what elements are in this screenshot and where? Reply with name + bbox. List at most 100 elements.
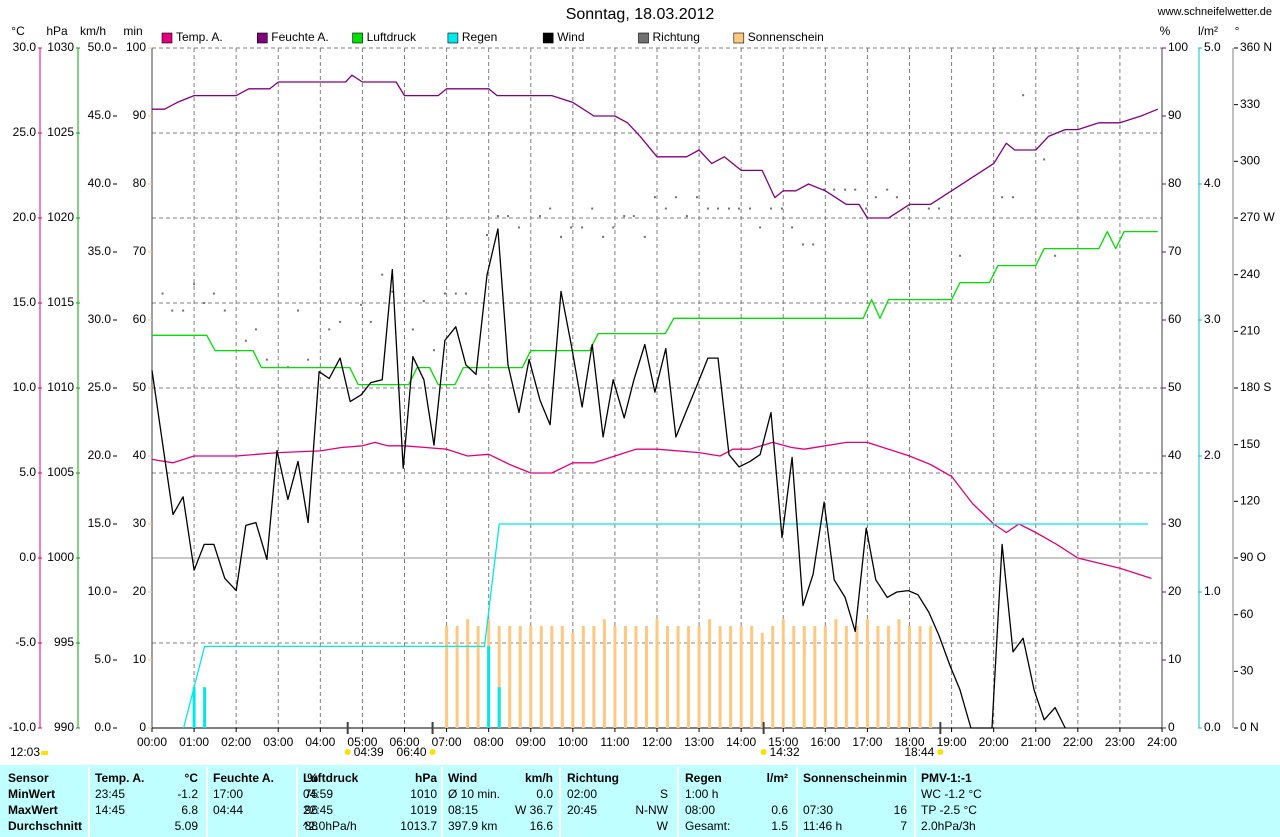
y-tick-label: 25.0 [13,125,37,139]
y-tick-label: 40.0 [88,176,112,190]
sun-bar [771,626,775,728]
axis-unit: % [1160,24,1171,38]
direction-dot [212,292,215,295]
direction-dot [959,254,961,257]
direction-dot [895,196,898,199]
table-cell: Durchschnitt [8,819,82,833]
y-tick-label: 5.0 [19,465,36,479]
table-cell: 397.9 km [448,819,497,833]
y-tick-label: -10.0 [9,720,37,734]
direction-dot [1054,254,1057,257]
direction-dot [907,207,910,210]
table-cell: Temp. A. [95,771,144,785]
y-tick-label: 995 [54,635,74,649]
y-tick-label: 20 [1168,584,1182,598]
y-tick-label: 60 [1240,607,1254,621]
sun-bar [813,626,817,728]
legend-swatch [733,32,745,44]
y-tick-label: 360 N [1240,40,1272,54]
direction-dot [591,207,594,210]
axis-unit: km/h [80,24,106,38]
y-tick-label: 0 N [1240,720,1259,734]
x-tick-label: 06:00 [389,735,419,749]
x-tick-label: 01:00 [179,735,209,749]
y-tick-label: 1020 [47,210,74,224]
y-tick-label: 80 [1168,176,1182,190]
direction-dot [454,292,457,295]
table-cell: 2.0hPa/3h [921,819,976,833]
table-cell: 04:59 [303,787,333,801]
direction-dot [485,234,488,236]
table-cell: l/m² [767,771,788,785]
direction-dot [791,226,794,229]
y-tick-label: 1025 [47,125,74,139]
table-cell: 22:45 [303,803,333,817]
sun-time: 06:40 [397,745,427,759]
y-tick-label: 20.0 [13,210,37,224]
table-cell: 23:45 [95,787,125,801]
y-tick-label: 210 [1240,324,1260,338]
current-time: 12:03 [10,745,40,759]
table-cell: 02:00 [567,787,597,801]
table-cell: Wind [448,771,477,785]
sun-bar [676,626,680,728]
direction-dot [570,226,573,229]
table-cell: 11:46 h [803,819,842,833]
x-tick-label: 14:00 [726,735,756,749]
sun-bar [802,626,806,728]
sun-icon [937,749,944,755]
axis-unit: °C [11,24,25,38]
y-tick-label: 30 [1168,516,1182,530]
table-cell: 04:44 [213,803,243,817]
y-tick-label: 4.0 [1204,176,1221,190]
table-cell: 0.6 [771,803,788,817]
y-tick-label: 90 O [1240,550,1266,564]
y-tick-label: 90 [1168,108,1182,122]
y-tick-label: 270 W [1240,210,1275,224]
sun-bar [697,626,701,728]
y-tick-label: 0 [1168,720,1175,734]
x-tick-label: 21:00 [1021,735,1051,749]
table-cell: 1:00 h [685,787,718,801]
table-cell: ^2.0hPa/h [303,819,357,833]
rain-bar [192,687,196,728]
y-tick-label: 45.0 [88,108,112,122]
sun-bar [876,626,880,728]
y-tick-label: 1.0 [1204,584,1221,598]
y-tick-label: 10 [1168,652,1182,666]
direction-dot [244,339,247,342]
direction-dot [653,196,656,199]
x-tick-label: 18:00 [894,735,924,749]
sun-icon [344,749,351,755]
direction-dot [581,226,584,229]
sun-bar [644,626,648,728]
table-cell: Ø 10 min. [448,787,500,801]
y-tick-label: 100 [1168,40,1188,54]
table-cell: W [657,819,669,833]
y-tick-label: 70 [133,244,147,258]
sun-bar [708,619,712,728]
direction-dot [328,328,331,331]
direction-dot [360,303,363,306]
sun-bar [792,626,796,728]
current-time-icon [41,751,48,755]
table-cell: 14:45 [95,803,125,817]
direction-dot [496,215,499,218]
y-tick-label: 240 [1240,267,1260,281]
y-tick-label: 1030 [47,40,74,54]
source: www.schneifelwetter.de [1157,6,1272,18]
sun-bar [455,626,459,728]
y-tick-label: 15.0 [13,295,37,309]
table-cell: min [886,771,907,785]
table-cell: °C [185,771,199,785]
x-tick-label: 03:00 [263,735,293,749]
direction-dot [685,215,688,218]
y-tick-label: 30 [133,516,147,530]
table-cell: WC -1.2 °C [921,787,982,801]
direction-dot [297,309,300,312]
y-tick-label: 40 [133,448,147,462]
y-tick-label: 1010 [47,380,74,394]
direction-dot [664,207,667,210]
